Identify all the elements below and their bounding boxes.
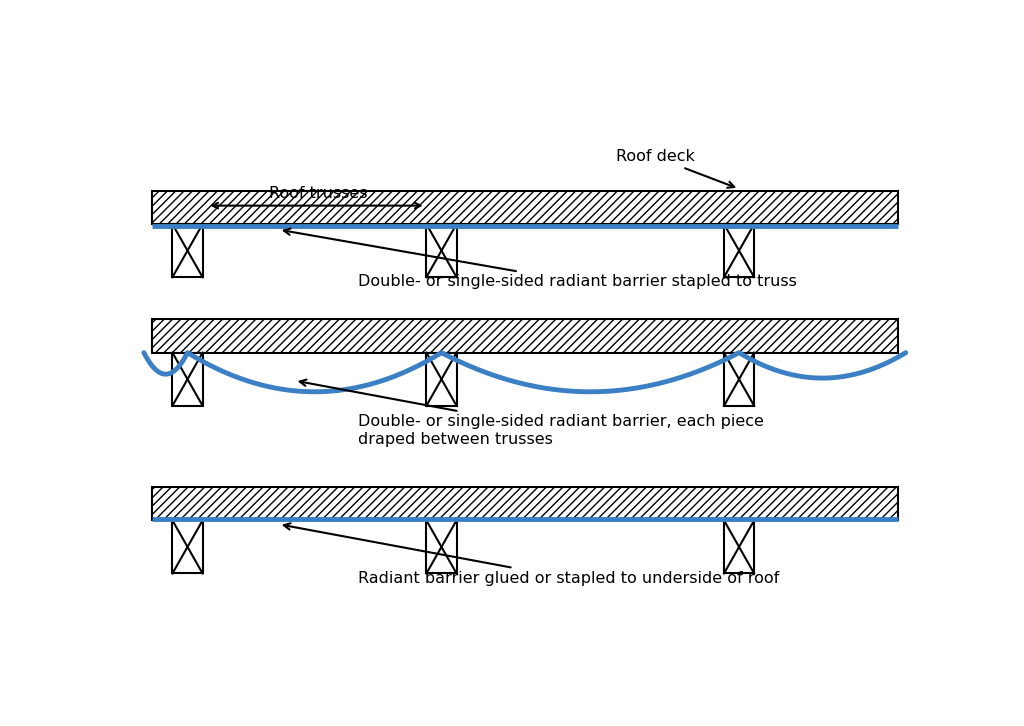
Bar [426, 353, 457, 406]
Bar [426, 521, 457, 574]
Bar [724, 224, 754, 277]
Bar [426, 224, 457, 277]
Text: Double- or single-sided radiant barrier, each piece
draped between trusses: Double- or single-sided radiant barrier,… [300, 380, 764, 446]
Bar [172, 353, 203, 406]
Bar [724, 521, 754, 574]
Text: Roof deck: Roof deck [616, 150, 734, 188]
Text: Roof trusses: Roof trusses [269, 186, 368, 201]
Bar [172, 224, 203, 277]
Text: Radiant barrier glued or stapled to underside of roof: Radiant barrier glued or stapled to unde… [284, 523, 779, 586]
Bar [152, 190, 898, 224]
Bar [172, 521, 203, 574]
Bar [152, 487, 898, 521]
Bar [724, 353, 754, 406]
Text: Double- or single-sided radiant barrier stapled to truss: Double- or single-sided radiant barrier … [284, 229, 797, 290]
Bar [152, 319, 898, 353]
